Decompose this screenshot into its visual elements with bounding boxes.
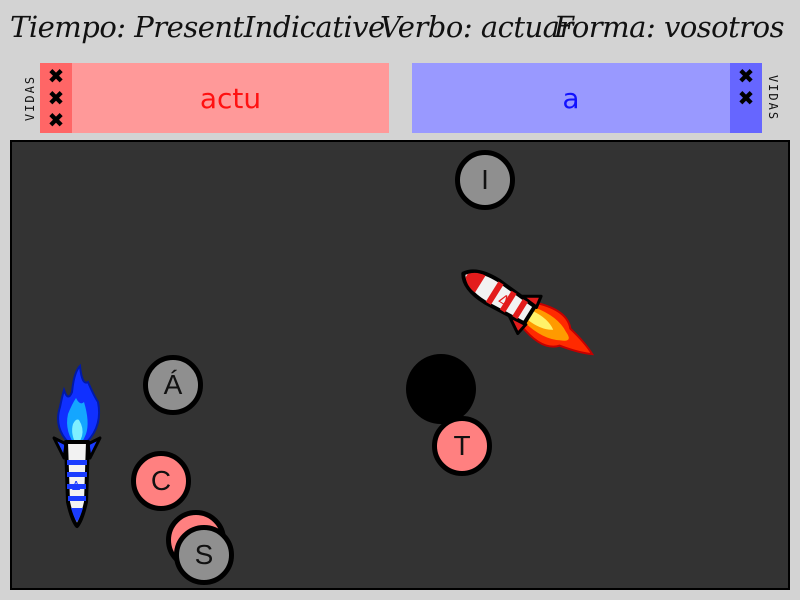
blue-rocket-icon: Δ [52, 363, 102, 528]
player1-lives: ✖ ✖ ✖ [40, 63, 72, 133]
letter-ball-a-acute[interactable]: Á [143, 355, 203, 415]
form-label: Forma: vosotros [553, 10, 785, 44]
ship-glyph: Δ [72, 479, 81, 493]
player1-lives-label: VIDAS [23, 74, 37, 122]
letter-ball-t[interactable]: T [432, 416, 492, 476]
letter-ball-i[interactable]: I [455, 150, 515, 210]
life-x-icon: ✖ [737, 64, 755, 88]
player1-answer: actu [199, 81, 262, 115]
life-x-icon: ✖ [737, 86, 755, 110]
tense-label: Tiempo: PresentIndicative [10, 10, 385, 44]
letter-ball-c[interactable]: C [131, 451, 191, 511]
letter-ball-s[interactable]: S [174, 525, 234, 585]
player1-panel: ✖ ✖ ✖ actu [40, 63, 389, 133]
life-x-icon: ✖ [47, 86, 65, 110]
player2-lives-label: VIDAS [766, 74, 780, 122]
red-rocket-icon: Δ [461, 269, 595, 356]
life-x-icon: ✖ [47, 108, 65, 132]
life-x-icon: ✖ [47, 64, 65, 88]
player2-answer: a [562, 81, 580, 115]
verb-label: Verbo: actuar [380, 10, 573, 44]
player2-panel: ✖ ✖ a [412, 63, 762, 133]
player2-lives: ✖ ✖ [730, 63, 762, 133]
black-hole [406, 354, 476, 424]
game-arena[interactable]: I Á C T S Δ [10, 140, 790, 590]
